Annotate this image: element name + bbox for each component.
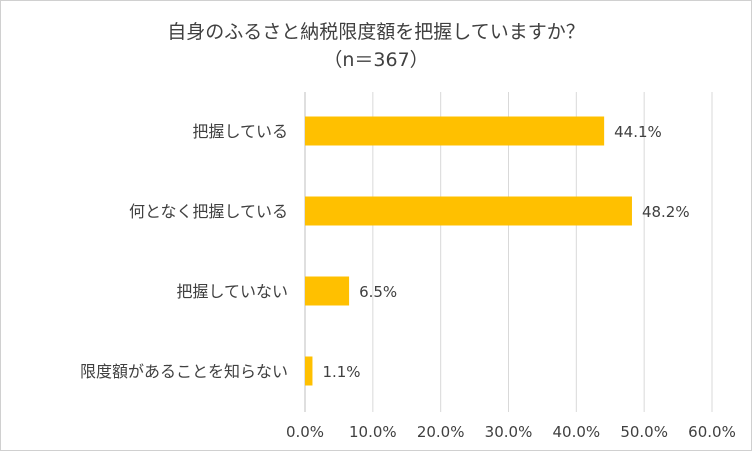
x-tick-label: 30.0% [485, 423, 533, 441]
category-label: 何となく把握している [129, 202, 288, 221]
bar [305, 196, 632, 226]
data-label: 6.5% [359, 283, 397, 301]
x-tick-label: 60.0% [688, 423, 736, 441]
bar [305, 116, 605, 146]
category-label: 把握している [192, 122, 288, 141]
data-label: 1.1% [322, 363, 360, 381]
bar [305, 356, 313, 386]
data-label: 44.1% [614, 123, 662, 141]
chart-title: 自身のふるさと納税限度額を把握していますか？ [167, 21, 585, 43]
x-tick-label: 20.0% [417, 423, 465, 441]
x-tick-label: 0.0% [286, 423, 324, 441]
bar [305, 276, 350, 306]
chart-subtitle: （n＝367） [323, 49, 429, 71]
x-tick-label: 40.0% [553, 423, 601, 441]
x-tick-label: 10.0% [349, 423, 397, 441]
category-label: 把握していない [176, 282, 288, 301]
data-label: 48.2% [642, 203, 690, 221]
x-tick-label: 50.0% [620, 423, 668, 441]
category-label: 限度額があることを知らない [80, 362, 288, 381]
